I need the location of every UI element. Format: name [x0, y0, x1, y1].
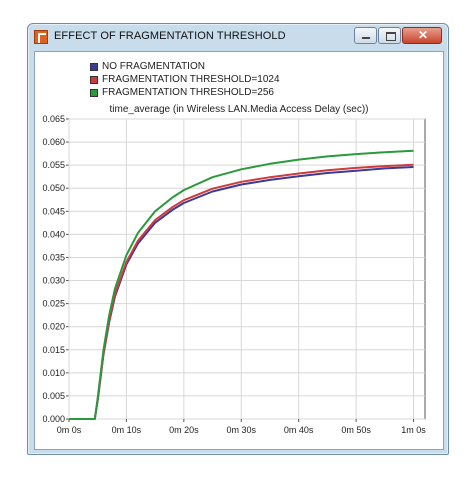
y-tick-label: 0.020 — [42, 322, 65, 332]
legend-swatch — [90, 88, 98, 97]
legend-swatch — [90, 75, 98, 84]
line-chart: 0.000 0.005 0.010 0.015 0.020 0.025 0.030 0.035… — [42, 114, 426, 435]
y-tick-label: 0.065 — [42, 114, 65, 124]
chart-window: EFFECT OF FRAGMENTATION THRESHOLD ✕ NO F… — [27, 23, 449, 455]
y-tick-label: 0.030 — [42, 276, 65, 286]
app-icon — [34, 30, 48, 44]
chart-area: NO FRAGMENTATION FRAGMENTATION THRESHOLD=… — [34, 51, 444, 450]
x-tick-label: 0m 50s — [341, 425, 371, 435]
series-line — [69, 149, 414, 420]
y-tick-label: 0.000 — [42, 414, 65, 424]
legend-label: FRAGMENTATION THRESHOLD=1024 — [102, 74, 280, 85]
x-tick-label: 0m 20s — [169, 425, 199, 435]
y-tick-label: 0.025 — [42, 299, 65, 309]
close-button[interactable]: ✕ — [402, 27, 442, 44]
y-tick-label: 0.040 — [42, 229, 65, 239]
y-tick-label: 0.035 — [42, 252, 65, 262]
y-tick-label: 0.015 — [42, 345, 65, 355]
legend: NO FRAGMENTATION FRAGMENTATION THRESHOLD=… — [90, 60, 280, 99]
maximize-button[interactable] — [378, 27, 401, 44]
legend-item: FRAGMENTATION THRESHOLD=1024 — [90, 73, 280, 86]
chart-title: time_average (in Wireless LAN.Media Acce… — [109, 104, 369, 115]
y-tick-label: 0.045 — [42, 206, 65, 216]
legend-item: FRAGMENTATION THRESHOLD=256 — [90, 86, 280, 99]
x-tick-label: 1m 0s — [401, 425, 426, 435]
y-tick-label: 0.050 — [42, 183, 65, 193]
x-tick-label: 0m 10s — [112, 425, 142, 435]
x-tick-label: 0m 30s — [227, 425, 257, 435]
legend-label: FRAGMENTATION THRESHOLD=256 — [102, 87, 274, 98]
maximize-icon — [386, 32, 396, 41]
close-icon: ✕ — [418, 28, 429, 42]
legend-item: NO FRAGMENTATION — [90, 60, 280, 73]
y-tick-label: 0.060 — [42, 137, 65, 147]
y-tick-label: 0.055 — [42, 160, 65, 170]
title-bar[interactable]: EFFECT OF FRAGMENTATION THRESHOLD ✕ — [28, 24, 448, 50]
legend-label: NO FRAGMENTATION — [102, 61, 205, 72]
y-tick-label: 0.010 — [42, 368, 65, 378]
x-tick-label: 0m 0s — [57, 425, 82, 435]
legend-swatch — [90, 62, 98, 71]
minimize-button[interactable] — [354, 27, 377, 44]
window-title: EFFECT OF FRAGMENTATION THRESHOLD — [54, 30, 286, 42]
x-tick-label: 0m 40s — [284, 425, 314, 435]
y-tick-label: 0.005 — [42, 391, 65, 401]
minimize-icon — [362, 37, 370, 39]
